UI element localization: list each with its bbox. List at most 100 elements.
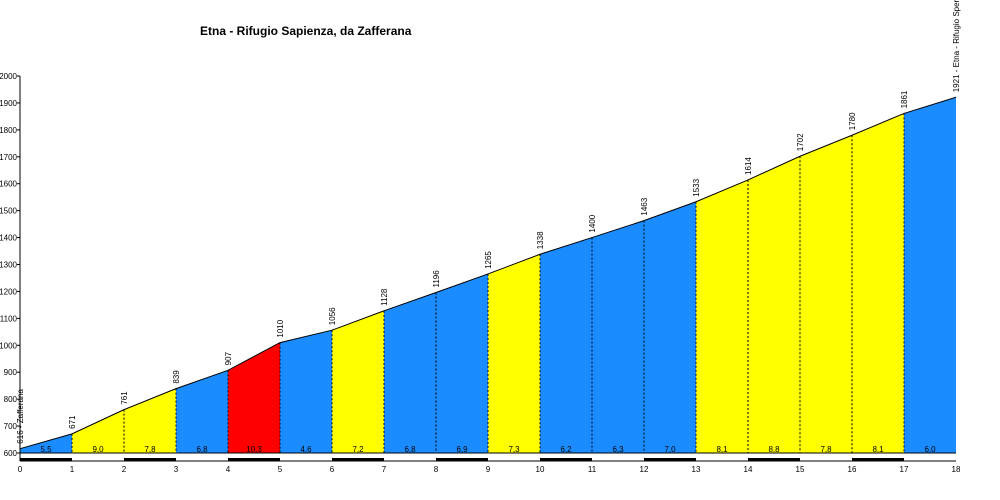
gradient-label: 5,5 [40, 445, 52, 454]
scale-bar-segment [696, 458, 748, 461]
profile-segment [20, 433, 72, 453]
x-tick-label: 8 [434, 465, 439, 474]
gradient-label: 7,2 [352, 445, 364, 454]
x-tick-label: 4 [226, 465, 231, 474]
y-tick-label: 1100 [0, 314, 18, 323]
gradient-label: 6,3 [612, 445, 624, 454]
elevation-label: 1780 [848, 112, 857, 130]
x-tick-label: 10 [536, 465, 545, 474]
gradient-label: 7,8 [820, 445, 832, 454]
scale-bar-segment [800, 458, 852, 461]
profile-segment [280, 330, 332, 453]
elevation-label: 1265 [484, 251, 493, 269]
elevation-label: 616 - Zafferana [16, 389, 25, 444]
profile-segment [800, 135, 852, 453]
profile-segment [852, 113, 904, 453]
elevation-label: 907 [224, 351, 233, 365]
elevation-label: 1533 [692, 178, 701, 196]
scale-bar-segment [20, 458, 72, 461]
x-tick-label: 9 [486, 465, 491, 474]
gradient-label: 6,2 [560, 445, 572, 454]
y-tick-label: 1900 [0, 99, 18, 108]
y-tick-label: 900 [4, 368, 18, 377]
elevation-label: 1702 [796, 133, 805, 151]
elevation-label: 1614 [744, 157, 753, 175]
scale-bar-segment [280, 458, 332, 461]
scale-bar-segment [488, 458, 540, 461]
y-tick-label: 2000 [0, 72, 18, 81]
gradient-label: 4,6 [300, 445, 312, 454]
gradient-label: 7,3 [508, 445, 520, 454]
scale-bar-segment [72, 458, 124, 461]
profile-segment [748, 156, 800, 454]
scale-bar-segment [644, 458, 696, 461]
elevation-label: 1010 [276, 319, 285, 337]
profile-segment [696, 179, 748, 454]
scale-bar-segment [852, 458, 904, 461]
scale-bar-segment [540, 458, 592, 461]
gradient-label: 8,1 [716, 445, 728, 454]
scale-bar-segment [592, 458, 644, 461]
y-tick-label: 1200 [0, 287, 18, 296]
scale-bar-segment [176, 458, 228, 461]
x-tick-label: 11 [588, 465, 597, 474]
y-tick-label: 600 [4, 449, 18, 458]
gradient-label: 10,3 [246, 445, 262, 454]
x-tick-label: 17 [900, 465, 909, 474]
scale-bar-segment [436, 458, 488, 461]
elevation-label: 1921 - Etna - Rifugio Speranza [952, 0, 961, 92]
scale-bar-segment [748, 458, 800, 461]
gradient-label: 8,1 [872, 445, 884, 454]
chart-title: Etna - Rifugio Sapienza, da Zafferana [200, 24, 412, 38]
x-tick-label: 13 [692, 465, 701, 474]
profile-segment [644, 201, 696, 453]
scale-bar-segment [904, 458, 956, 461]
y-tick-label: 1300 [0, 261, 18, 270]
elevation-label: 1056 [328, 307, 337, 325]
elevation-label: 1400 [588, 214, 597, 232]
y-tick-label: 1700 [0, 153, 18, 162]
elevation-label: 839 [172, 370, 181, 384]
x-tick-label: 12 [640, 465, 649, 474]
elevation-label: 1196 [432, 270, 441, 288]
x-tick-label: 6 [330, 465, 335, 474]
profile-segment [228, 342, 280, 453]
scale-bar-segment [384, 458, 436, 461]
profile-segment [384, 292, 436, 453]
profile-segment [436, 273, 488, 453]
elevation-label: 1338 [536, 231, 545, 249]
scale-bar-segment [332, 458, 384, 461]
gradient-label: 9,0 [92, 445, 104, 454]
profile-segment [176, 370, 228, 453]
gradient-label: 6,8 [196, 445, 208, 454]
y-tick-label: 700 [4, 422, 18, 431]
elevation-label: 761 [120, 391, 129, 405]
gradient-label: 6,0 [924, 445, 936, 454]
profile-segment [72, 409, 124, 453]
y-tick-label: 1600 [0, 180, 18, 189]
x-tick-label: 16 [848, 465, 857, 474]
profile-segment [904, 97, 956, 454]
gradient-label: 6,9 [456, 445, 468, 454]
elevation-label: 1861 [900, 90, 909, 108]
profile-segment [124, 388, 176, 453]
y-tick-label: 1000 [0, 341, 18, 350]
x-tick-label: 2 [122, 465, 127, 474]
x-tick-label: 1 [70, 465, 75, 474]
profile-segment [592, 220, 644, 453]
gradient-label: 7,0 [664, 445, 676, 454]
y-tick-label: 800 [4, 395, 18, 404]
y-tick-label: 1500 [0, 207, 18, 216]
x-tick-label: 7 [382, 465, 387, 474]
profile-segment [332, 310, 384, 453]
scale-bar-segment [124, 458, 176, 461]
gradient-label: 7,8 [144, 445, 156, 454]
x-tick-label: 0 [18, 465, 23, 474]
y-tick-label: 1400 [0, 234, 18, 243]
elevation-label: 1463 [640, 197, 649, 215]
x-tick-label: 15 [796, 465, 805, 474]
x-tick-label: 5 [278, 465, 283, 474]
profile-segment [488, 254, 540, 453]
profile-segment [540, 237, 592, 453]
